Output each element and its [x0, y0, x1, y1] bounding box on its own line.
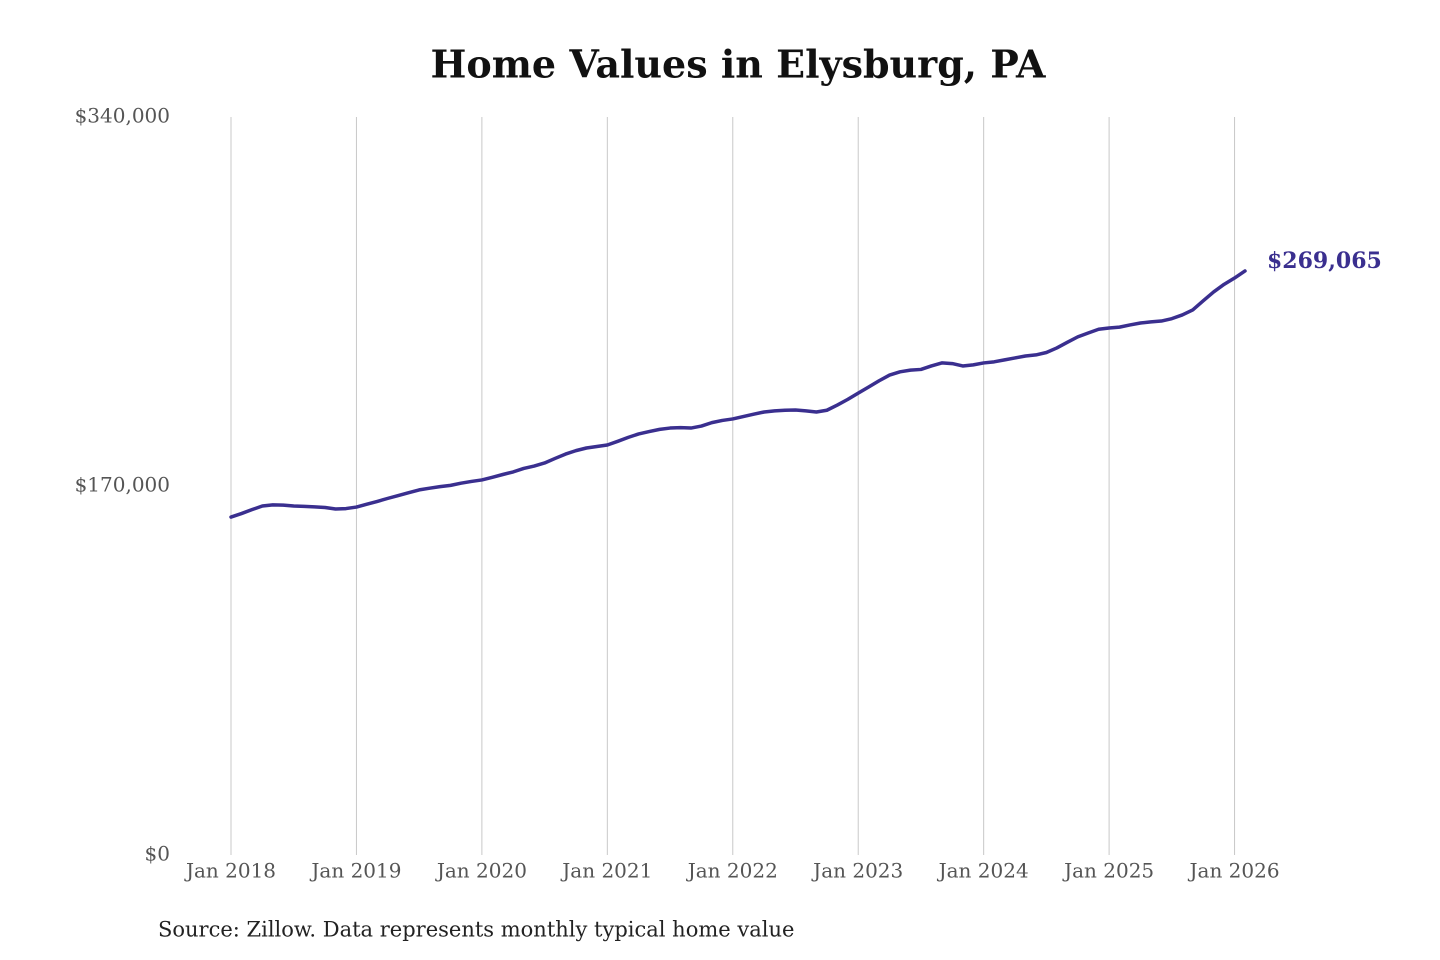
- y-tick-label: $170,000: [75, 473, 170, 497]
- line-series: [229, 269, 1247, 519]
- x-tick-label: Jan 2022: [686, 859, 778, 883]
- y-tick-label: $340,000: [75, 104, 170, 128]
- value-label: $269,065: [1267, 248, 1382, 274]
- x-tick-label: Jan 2019: [309, 859, 401, 883]
- x-tick-label: Jan 2025: [1062, 859, 1154, 883]
- x-tick-label: Jan 2018: [184, 859, 276, 883]
- x-tick-label: Jan 2021: [560, 859, 652, 883]
- x-tick-label: Jan 2020: [435, 859, 527, 883]
- x-tick-label: Jan 2026: [1188, 859, 1280, 883]
- chart-title: Home Values in Elysburg, PA: [430, 42, 1046, 87]
- x-tick-label: Jan 2024: [937, 859, 1029, 883]
- x-tick-label: Jan 2023: [811, 859, 903, 883]
- y-tick-label: $0: [145, 842, 170, 866]
- source-note: Source: Zillow. Data represents monthly …: [158, 918, 794, 942]
